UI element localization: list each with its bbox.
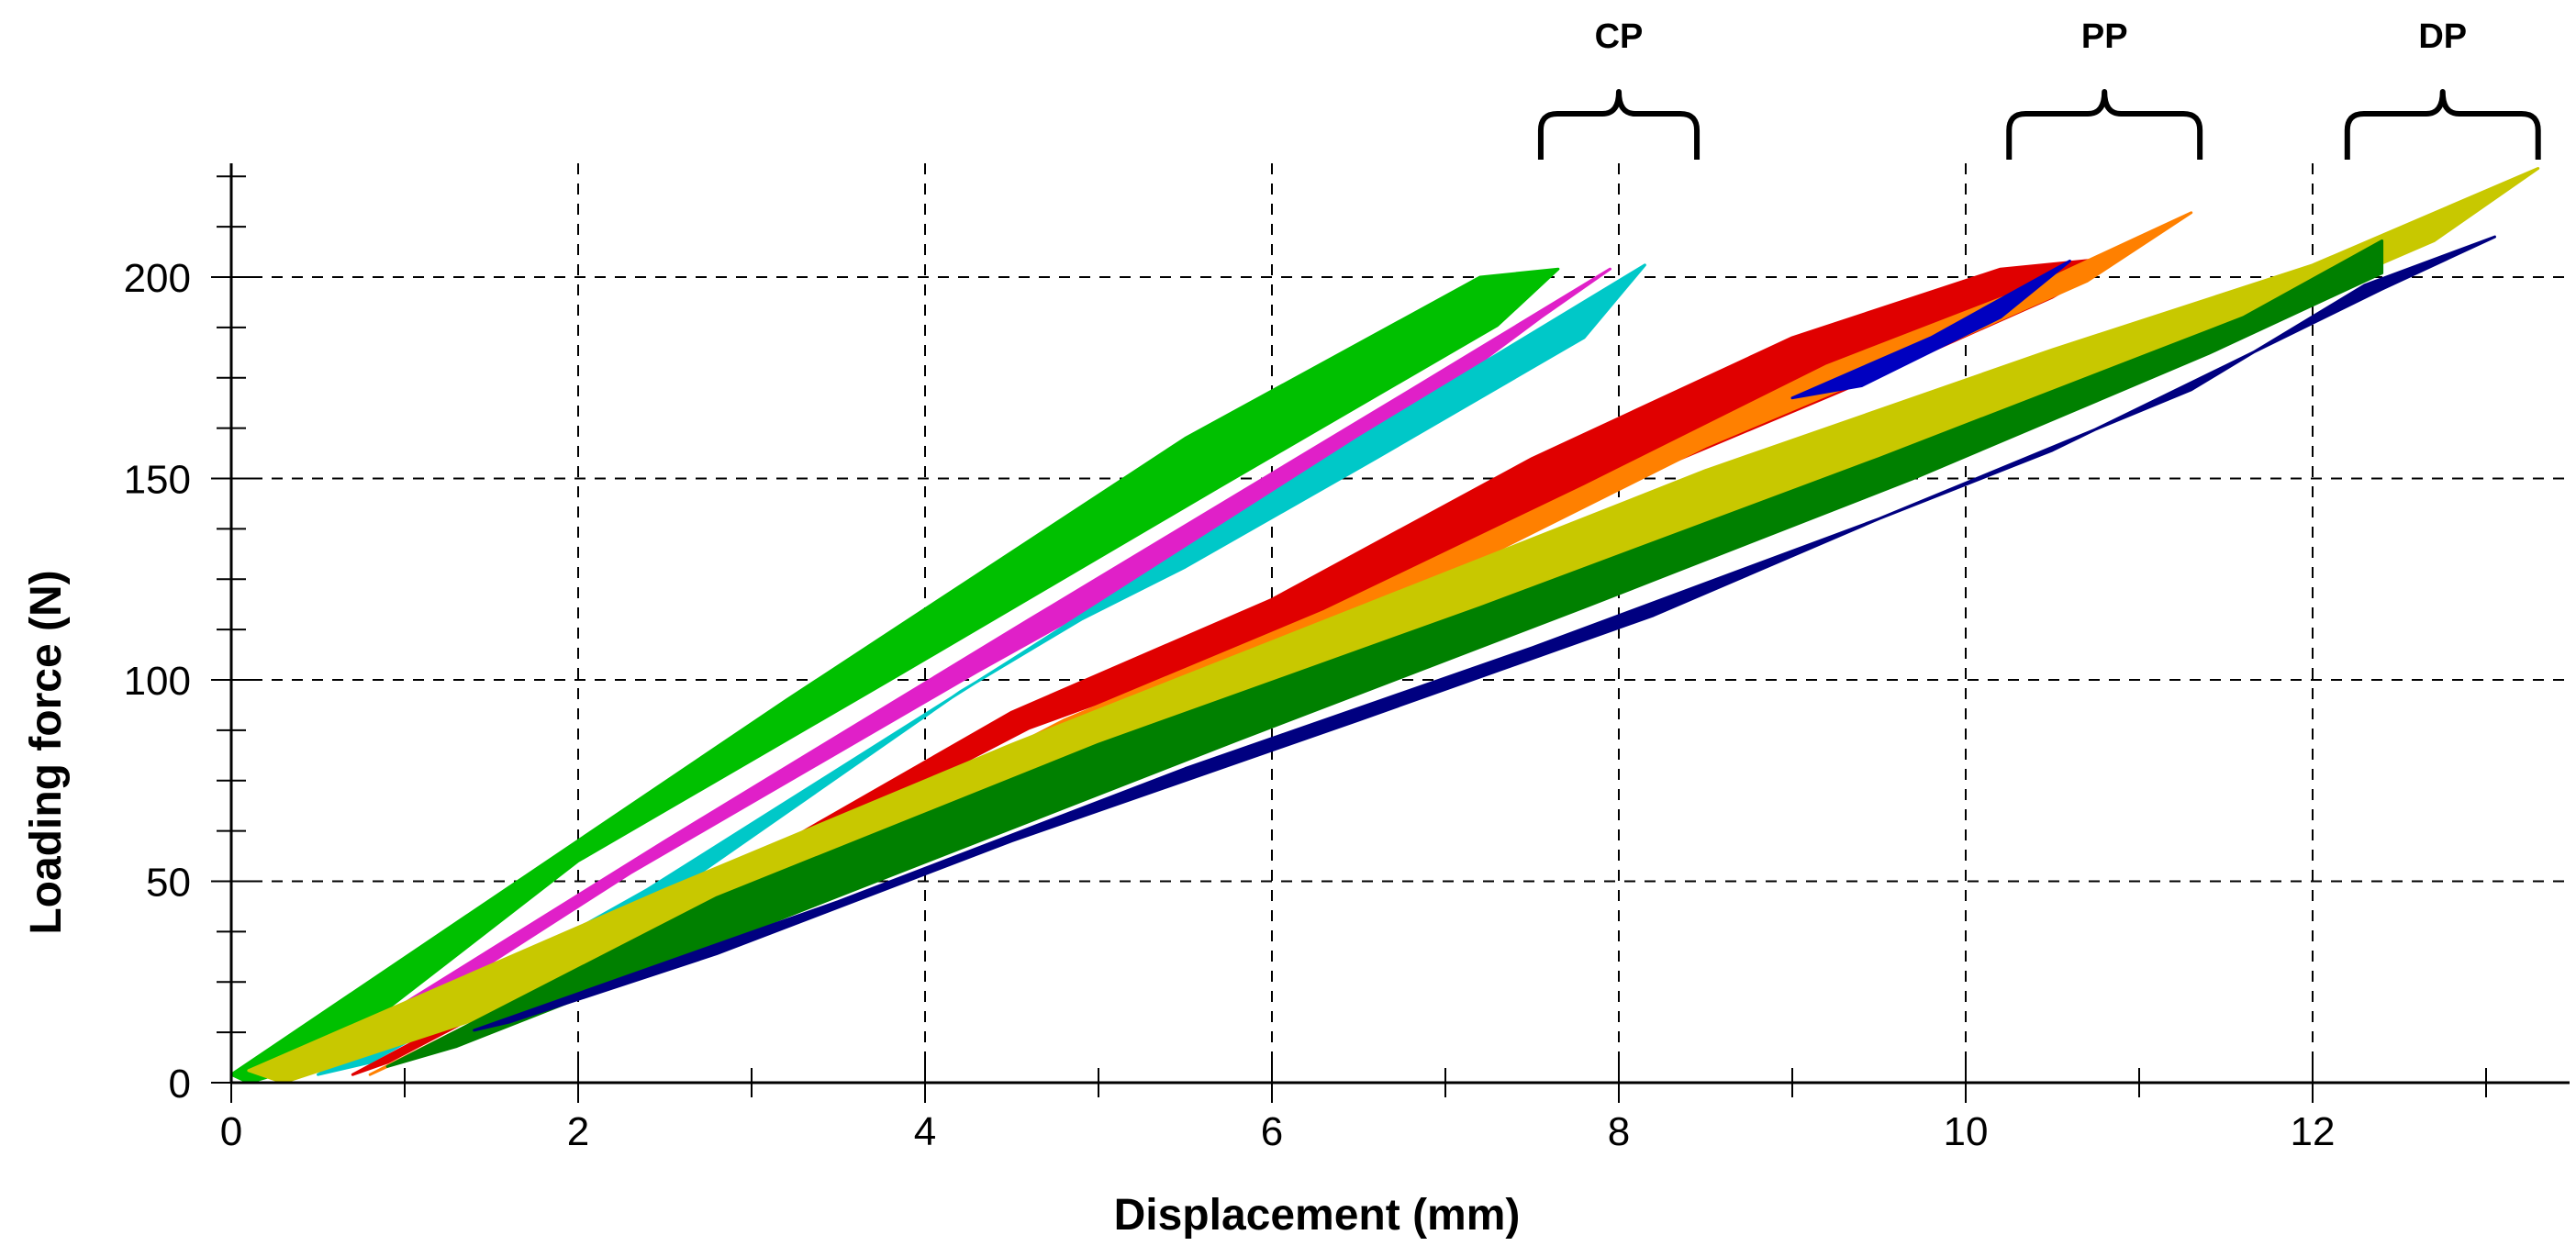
y-tick-label: 150 bbox=[124, 458, 191, 503]
x-tick-label: 10 bbox=[1944, 1109, 1989, 1154]
group-brace-pp bbox=[2006, 89, 2203, 160]
x-tick-label: 4 bbox=[914, 1109, 936, 1154]
x-tick-label: 12 bbox=[2291, 1109, 2336, 1154]
group-brace-dp bbox=[2344, 89, 2541, 160]
curve-band-1 bbox=[229, 267, 1560, 1085]
group-brace-cp bbox=[1537, 89, 1701, 160]
curve-band-7 bbox=[247, 167, 2540, 1085]
y-tick-label: 50 bbox=[146, 861, 191, 906]
group-label-dp: DP bbox=[2418, 17, 2467, 56]
tick-label-layer: 0 2 4 6 8 10 12 0 50 100 150 200 bbox=[124, 256, 2336, 1154]
group-label-cp: CP bbox=[1595, 17, 1644, 56]
y-tick-label: 0 bbox=[169, 1062, 191, 1107]
axis-layer bbox=[211, 163, 2570, 1103]
curve-band-2 bbox=[282, 267, 1611, 1081]
grid-layer bbox=[231, 163, 2570, 1083]
y-tick-label: 100 bbox=[124, 659, 191, 704]
x-tick-label: 2 bbox=[567, 1109, 589, 1154]
x-axis-title: Displacement (mm) bbox=[1114, 1191, 1521, 1240]
y-tick-label: 200 bbox=[124, 256, 191, 301]
curve-band-8 bbox=[385, 239, 2384, 1068]
x-tick-label: 0 bbox=[220, 1109, 242, 1154]
x-tick-label: 6 bbox=[1261, 1109, 1283, 1154]
data-layer bbox=[229, 167, 2540, 1085]
x-tick-label: 8 bbox=[1608, 1109, 1630, 1154]
y-axis-title: Loading force (N) bbox=[22, 570, 71, 934]
group-annotation-layer: CP PP DP bbox=[1537, 17, 2541, 160]
group-label-pp: PP bbox=[2081, 17, 2128, 56]
curve-band-9 bbox=[473, 235, 2496, 1032]
curve-band-6 bbox=[1790, 259, 2071, 400]
